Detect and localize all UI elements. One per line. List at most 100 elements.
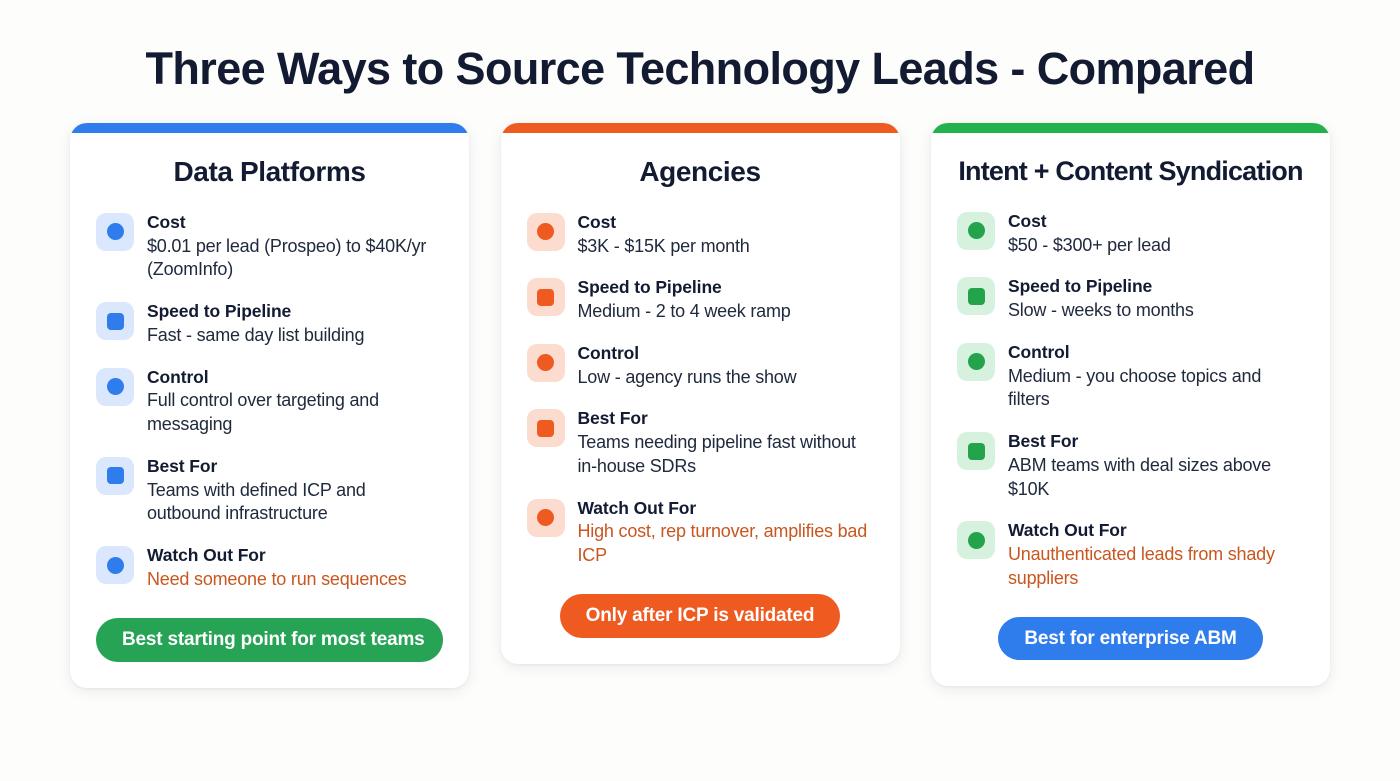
attribute-label: Cost [1008,210,1047,231]
filled-circle-icon [106,223,124,241]
attribute-row: Control Low - agency runs the show [526,342,874,390]
attribute-label: Best For [147,455,218,476]
attribute-icon-badge [957,521,995,560]
attribute-label: Speed to Pipeline [147,301,292,322]
recommendation-badge[interactable]: Best for enterprise ABM [998,616,1263,661]
card-title: Data Platforms [173,156,366,188]
attribute-label: Control [577,342,640,363]
filled-circle-icon [537,354,554,372]
filled-square-icon [537,419,554,437]
attribute-value: Medium - 2 to 4 week ramp [577,301,791,322]
attribute-row: Speed to Pipeline Medium - 2 to 4 week ra… [526,276,874,324]
attribute-label: Cost [147,211,186,232]
attribute-value: Unauthenticated leads from shady supplie… [1008,544,1275,588]
attribute-label: Watch Out For [577,497,697,518]
attribute-row: Cost $0.01 per lead (Prospeo) to $40K/yr … [96,211,443,282]
comparison-card: Intent + Content Syndication Cost $50 - $3… [931,123,1330,687]
card-attribute-list: Cost $3K - $15K per month Speed to Pipelin… [526,211,874,568]
attribute-icon-badge [957,432,995,471]
attribute-value: Medium - you choose topics and filters [1008,365,1262,410]
filled-circle-icon [967,222,985,240]
card-body: Intent + Content Syndication Cost $50 - $3… [931,133,1330,686]
attribute-icon-badge [526,343,565,382]
filled-square-icon [967,287,985,305]
attribute-row: Watch Out For High cost, rep turnover, am… [526,497,874,568]
attribute-value: Slow - weeks to months [1008,300,1194,321]
badge-container: Best for enterprise ABM [957,591,1304,661]
comparison-card: Agencies Cost $3K - $15K per month Speed to… [500,123,900,664]
card-accent-bar [500,123,900,134]
attribute-row: Best For ABM teams with deal sizes above … [957,430,1304,501]
attribute-icon-badge [526,212,565,251]
attribute-row: Best For Teams with defined ICP and outbo… [96,455,443,526]
attribute-label: Speed to Pipeline [577,277,722,298]
attribute-icon-badge [96,456,134,495]
filled-circle-icon [967,353,985,371]
filled-square-icon [537,288,554,306]
attribute-icon-badge [957,277,995,316]
attribute-text: Best For Teams with defined ICP and outbo… [147,455,443,526]
attribute-value: Fast - same day list building [147,324,365,345]
attribute-text: Speed to Pipeline Medium - 2 to 4 week ra… [578,276,874,324]
attribute-icon-badge [957,342,995,381]
attribute-row: Cost $3K - $15K per month [526,211,874,259]
recommendation-badge[interactable]: Best starting point for most teams [96,617,443,662]
attribute-icon-badge [526,278,565,317]
attribute-text: Speed to Pipeline Slow - weeks to months [1008,275,1304,323]
page-title: Three Ways to Source Technology Leads - … [145,43,1256,94]
attribute-text: Control Low - agency runs the show [578,342,874,390]
attribute-row: Watch Out For Need someone to run sequenc… [96,544,443,592]
filled-square-icon [106,312,124,330]
card-attribute-list: Cost $50 - $300+ per lead Speed to Pipelin… [957,210,1304,591]
attribute-row: Control Full control over targeting and m… [96,366,443,437]
attribute-text: Watch Out For High cost, rep turnover, am… [578,497,874,568]
attribute-text: Watch Out For Unauthenticated leads from … [1008,519,1304,590]
attribute-text: Speed to Pipeline Fast - same day list bu… [147,300,443,348]
attribute-text: Watch Out For Need someone to run sequenc… [147,544,443,592]
card-title: Agencies [639,156,761,188]
card-body: Agencies Cost $3K - $15K per month Speed to… [501,133,900,663]
attribute-icon-badge [96,212,134,251]
card-accent-bar [931,123,1330,134]
attribute-row: Speed to Pipeline Fast - same day list bu… [96,300,443,348]
attribute-label: Best For [577,408,648,429]
filled-circle-icon [106,378,124,396]
attribute-text: Cost $3K - $15K per month [578,211,874,259]
attribute-value: Teams needing pipeline fast without in-h… [577,432,856,476]
filled-circle-icon [537,223,554,241]
comparison-card: Data Platforms Cost $0.01 per lead (Prospe… [70,123,469,688]
attribute-row: Cost $50 - $300+ per lead [957,210,1304,258]
attribute-row: Best For Teams needing pipeline fast with… [526,407,874,478]
attribute-value: Full control over targeting and messagin… [147,390,379,435]
filled-square-icon [967,442,985,460]
attribute-icon-badge [526,409,565,448]
card-body: Data Platforms Cost $0.01 per lead (Prospe… [70,133,469,687]
attribute-label: Control [147,366,209,387]
attribute-value: $0.01 per lead (Prospeo) to $40K/yr (Zoo… [147,235,427,280]
attribute-icon-badge [526,498,565,537]
attribute-value: Teams with defined ICP and outbound infr… [147,479,366,524]
attribute-text: Best For Teams needing pipeline fast with… [578,407,874,478]
attribute-value: $3K - $15K per month [577,235,750,256]
attribute-label: Cost [577,211,617,232]
comparison-cards-row: Data Platforms Cost $0.01 per lead (Prospe… [0,123,1400,688]
recommendation-badge[interactable]: Only after ICP is validated [559,593,841,638]
badge-container: Only after ICP is validated [527,568,874,638]
attribute-icon-badge [96,367,134,406]
attribute-row: Watch Out For Unauthenticated leads from … [957,519,1304,590]
attribute-text: Cost $50 - $300+ per lead [1008,210,1304,258]
attribute-label: Watch Out For [1008,520,1127,541]
attribute-value: Low - agency runs the show [577,366,797,387]
attribute-icon-badge [957,211,995,250]
attribute-row: Control Medium - you choose topics and fi… [957,341,1304,412]
attribute-icon-badge [96,302,134,341]
attribute-label: Control [1008,341,1070,362]
filled-square-icon [106,467,124,485]
attribute-value: $50 - $300+ per lead [1008,234,1171,255]
badge-container: Best starting point for most teams [96,592,443,662]
attribute-text: Best For ABM teams with deal sizes above … [1008,430,1304,501]
attribute-label: Speed to Pipeline [1008,276,1153,297]
attribute-value: High cost, rep turnover, amplifies bad I… [577,521,868,566]
attribute-text: Cost $0.01 per lead (Prospeo) to $40K/yr … [147,211,443,282]
